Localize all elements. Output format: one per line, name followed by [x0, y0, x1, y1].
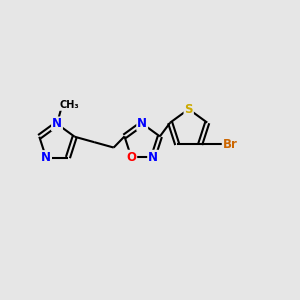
Text: N: N: [52, 117, 62, 130]
Text: N: N: [148, 151, 158, 164]
Text: Br: Br: [223, 138, 238, 151]
Text: CH₃: CH₃: [59, 100, 79, 110]
Text: N: N: [41, 151, 51, 164]
Text: S: S: [184, 103, 193, 116]
Text: N: N: [137, 117, 147, 130]
Text: O: O: [126, 151, 136, 164]
